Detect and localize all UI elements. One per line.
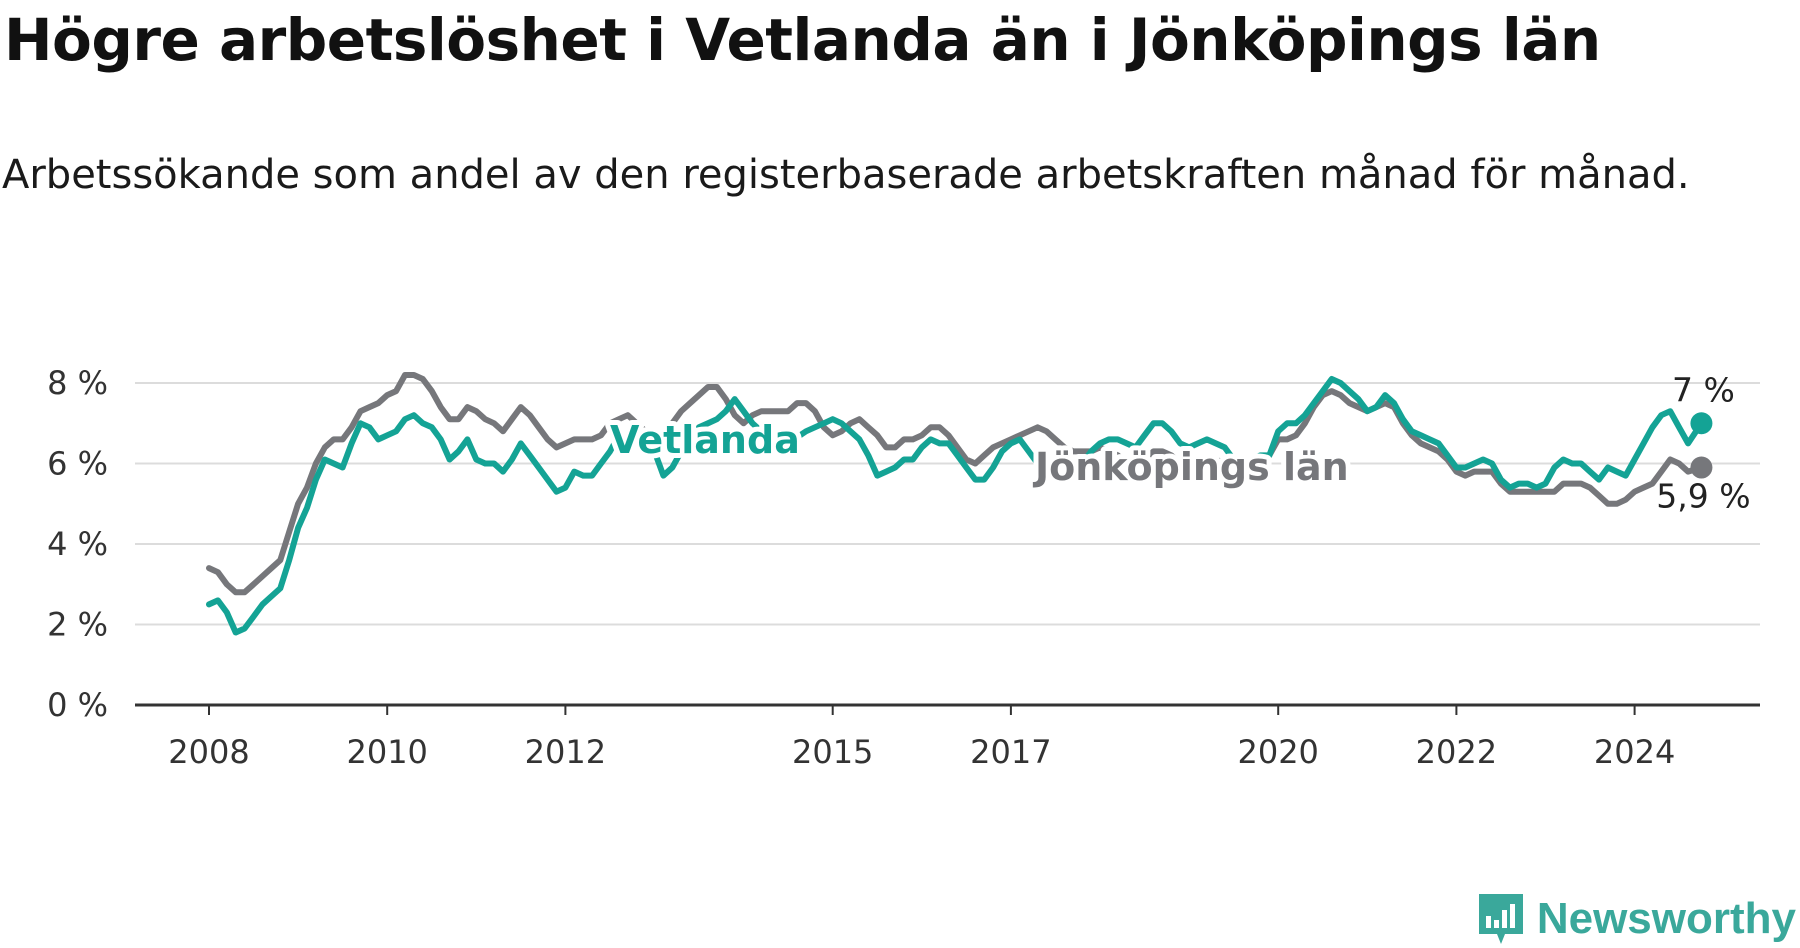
gridlines [135,382,1760,626]
series-label-jonkopings-lan: Jönköpings län [1032,445,1349,489]
x-tick-label: 2020 [1237,733,1318,771]
x-tick-label: 2010 [346,733,427,771]
y-tick-label: 2 % [47,606,108,644]
x-axis-ticks: 2008 2010 2012 2015 2017 2020 2022 2024 [168,705,1675,771]
end-markers: 7 % 5,9 % [1656,370,1750,515]
x-tick-label: 2017 [970,733,1051,771]
y-tick-label: 8 % [47,364,108,402]
y-axis-ticks: 0 % 2 % 4 % 6 % 8 % [47,364,108,724]
end-value-label: 7 % [1672,370,1735,409]
y-tick-label: 6 % [47,445,108,483]
series-line-vetlanda [206,376,1705,636]
x-tick-label: 2015 [792,733,873,771]
x-tick-label: 2022 [1416,733,1497,771]
x-tick-label: 2008 [168,733,249,771]
brand-name: Newsworthy [1536,894,1796,943]
series-lines [206,372,1705,636]
end-marker-vetlanda [1690,412,1713,435]
newsworthy-logo: Newsworthy [1475,890,1796,948]
x-tick-label: 2012 [525,733,606,771]
y-tick-label: 0 % [47,686,108,724]
end-marker-jonkopings-lan [1690,456,1713,479]
chart-subtitle: Arbetssökande som andel av den registerb… [2,152,1690,198]
x-tick-label: 2024 [1594,733,1675,771]
newsworthy-logo-icon [1478,894,1523,944]
series-line-jonkopings-lan [206,372,1705,596]
chart-title: Högre arbetslöshet i Vetlanda än i Jönkö… [4,6,1601,74]
end-value-label: 5,9 % [1656,477,1750,516]
series-label-vetlanda: Vetlanda [610,418,800,462]
y-tick-label: 4 % [47,525,108,563]
series-labels: Vetlanda Jönköpings län [605,413,1354,494]
